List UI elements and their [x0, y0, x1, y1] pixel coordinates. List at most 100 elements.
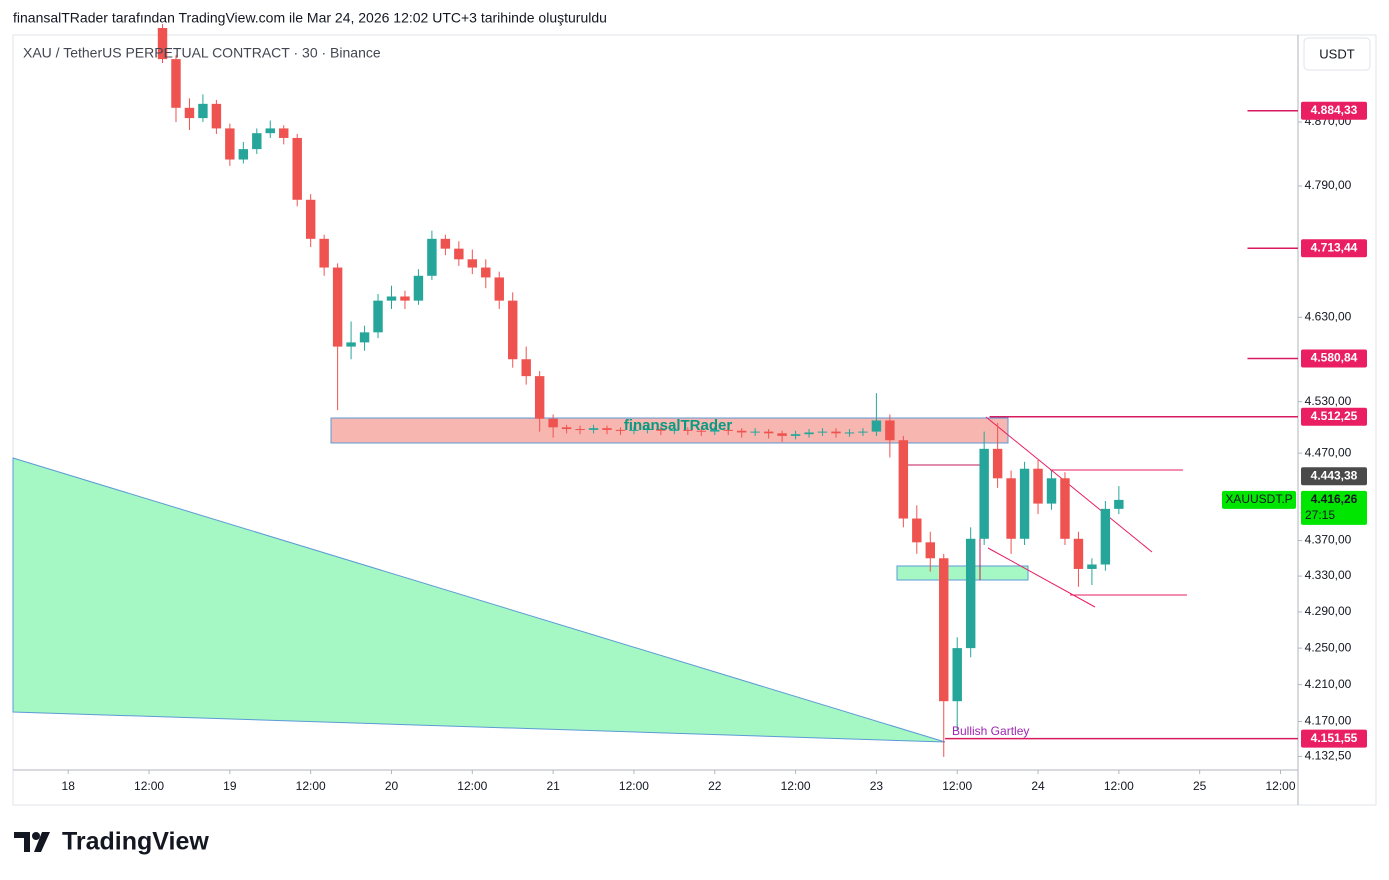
candle-body [1073, 538, 1084, 569]
prev-price-bg [1301, 467, 1367, 486]
candle-body [602, 428, 612, 430]
candle-body [831, 431, 841, 434]
y-tick-label: 4.370,00 [1305, 533, 1352, 547]
candle-body [1087, 564, 1097, 569]
candle-body [885, 420, 895, 441]
level-label-bg [1301, 349, 1367, 368]
candle-body [1019, 468, 1030, 539]
ticker-bg [1222, 490, 1296, 509]
candle-body [319, 238, 329, 268]
candle-body [817, 431, 828, 433]
candle-body [265, 128, 275, 134]
candle-body [952, 648, 962, 702]
candle-body [171, 59, 181, 108]
y-tick-label: 4.250,00 [1305, 640, 1352, 654]
candle-body [508, 300, 518, 360]
pattern-label: Bullish Gartley [952, 724, 1029, 738]
candle-body [965, 538, 976, 649]
x-tick-label: 21 [546, 779, 560, 793]
last-price-bg [1301, 490, 1367, 525]
level-label: 4.512,25 [1311, 409, 1358, 423]
candle-body [534, 376, 545, 419]
candle-body [427, 238, 437, 276]
currency[interactable]: USDT [1319, 46, 1354, 61]
x-tick-label: 12:00 [781, 779, 811, 793]
x-tick-label: 18 [62, 779, 76, 793]
candle-body [710, 429, 720, 432]
demand-zone [896, 565, 1029, 581]
candles [157, 24, 1124, 757]
candle-body [615, 429, 626, 431]
candle-body [211, 103, 222, 129]
candle-body [400, 296, 410, 301]
candle-body [656, 429, 666, 431]
candle-body [790, 434, 801, 436]
x-tick-label: 12:00 [619, 779, 649, 793]
candle-body [588, 428, 599, 430]
y-tick-label: 4.470,00 [1305, 445, 1352, 459]
x-tick-label: 20 [385, 779, 399, 793]
candle-body [992, 448, 1003, 479]
candle-body [521, 359, 531, 377]
last-price-label: 4.416,26 [1311, 492, 1358, 506]
brand: TradingView [62, 828, 209, 856]
level-label-bg [1301, 729, 1367, 748]
candle-body [844, 432, 855, 434]
candle-body [1060, 478, 1070, 539]
x-tick-label: 12:00 [1265, 779, 1295, 793]
candle-body [979, 448, 989, 539]
candle-body [939, 558, 949, 702]
y-tick-label: 4.170,00 [1305, 714, 1352, 728]
candle-body [858, 431, 868, 433]
ticker: XAUUSDT.P [1225, 492, 1292, 506]
candle-body [252, 133, 262, 150]
candle-body [292, 137, 302, 200]
countdown: 27:15 [1305, 508, 1335, 522]
candle-body [642, 429, 653, 431]
x-tick-label: 12:00 [457, 779, 487, 793]
currency-button[interactable] [1303, 37, 1371, 71]
x-tick-label: 24 [1031, 779, 1045, 793]
candle-body [777, 433, 787, 436]
channel-lower [987, 547, 1096, 608]
candle-body [575, 429, 585, 431]
candle-body [669, 429, 680, 431]
supply-zone [330, 417, 1009, 444]
y-tick-label: 4.630,00 [1305, 309, 1352, 323]
level-label: 4.151,55 [1311, 731, 1358, 745]
candle-body [548, 418, 558, 428]
brand-logo: TradingView [14, 828, 209, 856]
candle-body [696, 430, 707, 432]
candle-body [494, 277, 504, 301]
x-tick-label: 12:00 [296, 779, 326, 793]
candle-body [481, 267, 491, 278]
y-tick-label: 4.330,00 [1305, 568, 1352, 582]
candle-body [871, 420, 882, 432]
candle-body [184, 107, 195, 119]
candle-body [1046, 478, 1057, 504]
candle-body [157, 28, 168, 60]
candle-body [629, 429, 639, 431]
x-tick-label: 19 [223, 779, 237, 793]
candle-body [332, 267, 343, 347]
y-tick-label: 4.530,00 [1305, 394, 1352, 408]
candle-body [1100, 508, 1111, 565]
symbol: XAU / TetherUS PERPETUAL CONTRACT · 30 ·… [23, 45, 381, 61]
y-tick-label: 4.290,00 [1305, 604, 1352, 618]
level-label: 4.713,44 [1311, 240, 1358, 254]
x-tick-label: 12:00 [942, 779, 972, 793]
x-tick-label: 25 [1193, 779, 1207, 793]
candle-body [1114, 499, 1124, 509]
candle-body [723, 429, 733, 431]
level-label-bg [1301, 239, 1367, 258]
watermark: finansalTRader [624, 417, 733, 434]
x-tick-label: 23 [870, 779, 884, 793]
y-tick-label: 4.210,00 [1305, 677, 1352, 691]
candle-body [454, 248, 464, 260]
candle-body [373, 300, 383, 333]
level-label-bg [1301, 101, 1367, 120]
candle-body [467, 259, 478, 268]
candle-body [898, 440, 909, 519]
candle-body [1006, 478, 1016, 539]
